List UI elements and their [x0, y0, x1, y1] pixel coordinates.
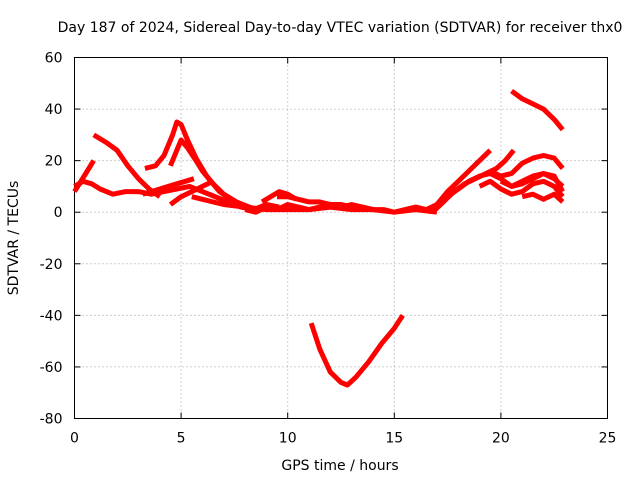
y-tick-label: -40	[40, 308, 63, 324]
series-track-12	[308, 314, 405, 388]
x-tick-label: 5	[177, 431, 186, 447]
series-track-3	[92, 132, 162, 199]
series-track-5	[168, 137, 259, 213]
x-tick-label: 15	[385, 431, 403, 447]
data-series	[72, 88, 565, 388]
series-track-6	[141, 176, 195, 197]
series-track-17	[489, 153, 565, 179]
series-track-19	[499, 171, 565, 193]
y-tick-label: 60	[45, 51, 63, 67]
series-track-11	[277, 194, 438, 215]
axis-ticks: 0 5 10 15 20 25 -80 -60 -40 -20 0 20 40 60	[40, 51, 617, 447]
chart-title: Day 187 of 2024, Sidereal Day-to-day VTE…	[58, 20, 623, 36]
y-tick-label: -60	[40, 360, 63, 376]
grid-lines	[74, 57, 608, 419]
x-tick-label: 0	[70, 431, 79, 447]
series-track-13	[425, 148, 492, 212]
y-tick-label: -20	[40, 257, 63, 273]
y-tick-label: 0	[54, 205, 63, 221]
x-axis-label: GPS time / hours	[281, 458, 398, 474]
y-tick-label: 20	[45, 154, 63, 170]
series-track-2	[72, 159, 96, 193]
plot-frame	[74, 57, 608, 419]
series-track-7	[168, 179, 215, 207]
y-axis-label: SDTVAR / TECUs	[6, 181, 22, 296]
x-tick-label: 25	[599, 431, 617, 447]
y-tick-label: -80	[40, 412, 63, 428]
y-tick-label: 40	[45, 102, 63, 118]
series-track-9	[244, 202, 374, 215]
x-tick-label: 10	[279, 431, 297, 447]
x-tick-label: 20	[492, 431, 510, 447]
series-track-20	[521, 191, 565, 204]
series-track-18	[510, 88, 565, 132]
series-track-16	[478, 178, 565, 199]
